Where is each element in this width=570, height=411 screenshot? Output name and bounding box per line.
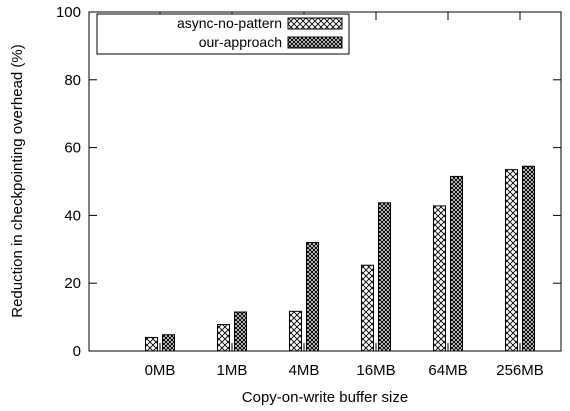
x-tick-label: 1MB xyxy=(217,362,248,379)
bar-our-approach-0MB xyxy=(163,335,175,351)
y-tick-label: 80 xyxy=(64,72,81,89)
y-tick-label: 20 xyxy=(64,275,81,292)
bar-async-no-pattern-256MB xyxy=(506,170,518,351)
bar-our-approach-16MB xyxy=(379,203,391,351)
legend-label-async-no-pattern: async-no-pattern xyxy=(177,15,282,31)
bar-our-approach-256MB xyxy=(523,166,535,351)
y-tick-label: 0 xyxy=(73,343,81,360)
legend-swatch-our-approach xyxy=(288,37,342,48)
plot-area-frame xyxy=(89,12,561,351)
bar-our-approach-1MB xyxy=(235,312,247,351)
y-tick-label: 100 xyxy=(56,4,81,21)
x-tick-label: 256MB xyxy=(496,362,544,379)
bar-async-no-pattern-16MB xyxy=(362,265,374,351)
x-tick-label: 64MB xyxy=(428,362,467,379)
x-axis-label: Copy-on-write buffer size xyxy=(242,389,408,406)
bar-async-no-pattern-0MB xyxy=(146,337,158,351)
bar-async-no-pattern-64MB xyxy=(434,206,446,351)
x-tick-label: 4MB xyxy=(289,362,320,379)
legend-swatch-async-no-pattern xyxy=(288,18,342,29)
bar-our-approach-4MB xyxy=(307,243,319,351)
x-tick-label: 16MB xyxy=(356,362,395,379)
bar-async-no-pattern-4MB xyxy=(290,311,302,351)
x-axis: 0MB 1MB 4MB 16MB 64MB 256MB xyxy=(145,12,544,379)
legend-label-our-approach: our-approach xyxy=(199,34,282,50)
bars xyxy=(146,166,535,351)
y-tick-label: 40 xyxy=(64,207,81,224)
legend: async-no-pattern our-approach xyxy=(97,14,349,54)
y-tick-label: 60 xyxy=(64,140,81,157)
x-tick-label: 0MB xyxy=(145,362,176,379)
bar-async-no-pattern-1MB xyxy=(218,325,230,351)
y-axis-label: Reduction in checkpointing overhead (%) xyxy=(9,44,26,318)
bar-our-approach-64MB xyxy=(451,176,463,351)
